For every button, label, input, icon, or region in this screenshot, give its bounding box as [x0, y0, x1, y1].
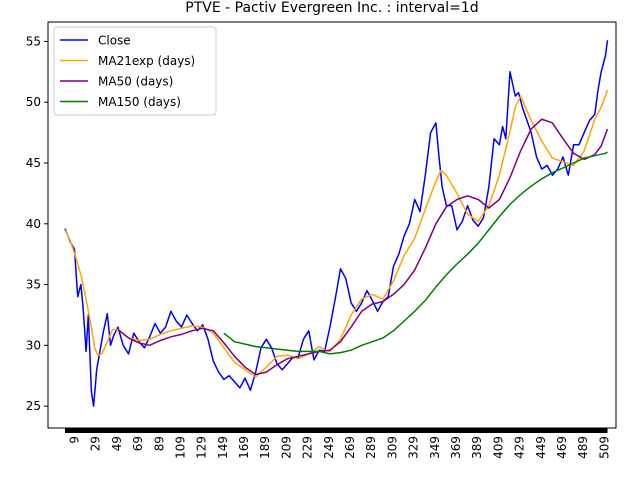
legend: Close MA21exp (days) MA50 (days) MA150 (day… — [53, 26, 217, 116]
x-tick-label: 29 — [89, 436, 103, 451]
series-line-0 — [64, 40, 609, 407]
x-tick-label: 449 — [534, 436, 548, 459]
y-tick-label: 40 — [26, 217, 41, 231]
plot-lines — [64, 40, 609, 407]
x-tick-label: 149 — [216, 436, 230, 459]
x-tick-label: 389 — [470, 436, 484, 459]
y-tick-label: 25 — [26, 399, 41, 413]
series-line-2 — [117, 118, 609, 376]
x-tick-label: 269 — [343, 436, 357, 459]
x-tick-label: 169 — [237, 436, 251, 459]
x-tick-label: 489 — [576, 436, 590, 459]
x-tick-label: 129 — [195, 436, 209, 459]
x-axis: 9 29 49 69 89 109 129 149 169 189 209 229 249 269 289 3… — [64, 428, 611, 459]
x-tick-label: 229 — [301, 436, 315, 459]
y-tick-label: 55 — [26, 34, 41, 48]
plot-frame — [47, 21, 617, 429]
x-tick-label: 249 — [322, 436, 336, 459]
y-tick-label: 45 — [26, 156, 41, 170]
x-minor-tick-band — [64, 428, 608, 433]
legend-label: MA21exp (days) — [98, 54, 195, 68]
x-tick-label: 9 — [67, 436, 81, 444]
legend-box — [53, 26, 217, 116]
x-tick-label: 109 — [173, 436, 187, 459]
series-line-3 — [223, 151, 608, 355]
x-tick-label: 309 — [385, 436, 399, 459]
x-tick-label: 89 — [152, 436, 166, 451]
x-tick-label: 329 — [407, 436, 421, 459]
legend-label: Close — [98, 34, 131, 48]
legend-label: MA150 (days) — [98, 95, 181, 109]
legend-label: MA50 (days) — [98, 75, 173, 89]
x-tick-label: 209 — [279, 436, 293, 459]
y-tick-label: 30 — [26, 338, 41, 352]
x-tick-label: 409 — [491, 436, 505, 459]
chart-title: PTVE - Pactiv Evergreen Inc. : interval=… — [185, 0, 478, 16]
y-tick-label: 50 — [26, 95, 41, 109]
x-tick-label: 189 — [258, 436, 272, 459]
y-tick-label: 35 — [26, 278, 41, 292]
x-tick-label: 69 — [131, 436, 145, 451]
x-tick-label: 429 — [513, 436, 527, 459]
x-tick-label: 469 — [555, 436, 569, 459]
y-axis: 25 30 35 40 45 50 55 — [26, 34, 48, 413]
x-tick-label: 369 — [449, 436, 463, 459]
series-line-1 — [64, 89, 609, 378]
x-tick-label: 289 — [364, 436, 378, 459]
x-tick-label: 349 — [428, 436, 442, 459]
x-tick-label: 49 — [110, 436, 124, 451]
x-tick-label: 509 — [597, 436, 611, 459]
